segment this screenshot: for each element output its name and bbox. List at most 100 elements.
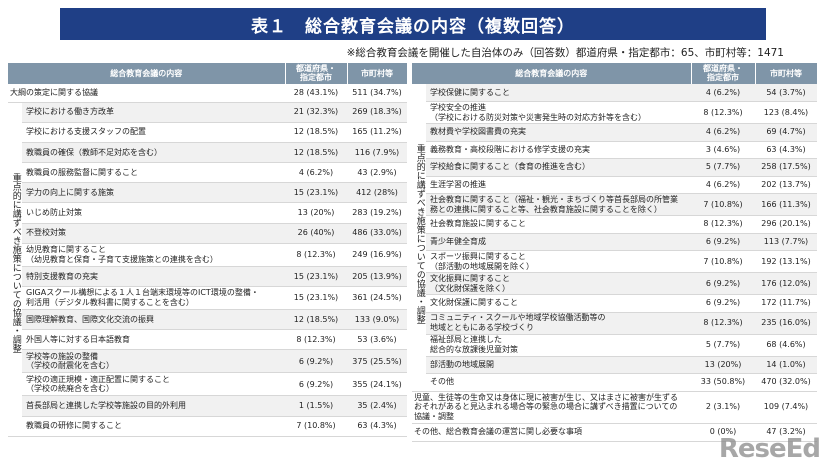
table-row: 義務教育・高校段階における修学支援の充実 3 (4.6%) 63 (4.3%)	[412, 141, 817, 159]
table-row: 重点的に講ずべき施策についての協議・調整 学校保健に関すること 4 (6.2%) 54…	[412, 84, 817, 392]
row-muni-value: 361 (24.5%)	[347, 286, 407, 310]
table-row: 学校の適正規模・適正配置に関すること （学校の統廃合を含む） 6 (9.2%) 35…	[8, 372, 407, 397]
row-muni-value: 109 (7.4%)	[755, 391, 817, 424]
row-item: 部活動の地域展開	[426, 356, 691, 374]
row-muni-value: 69 (4.7%)	[755, 123, 817, 142]
row-item: 学校の適正規模・適正配置に関すること （学校の統廃合を含む）	[22, 372, 285, 397]
row-pref-value: 6 (9.2%)	[691, 294, 755, 313]
row-pref-value: 8 (12.3%)	[691, 101, 755, 124]
row-pref-value: 2 (3.1%)	[691, 391, 755, 424]
row-muni-value: 269 (18.3%)	[347, 102, 407, 123]
row-item: その他、総合教育会議の運営に関し必要な事項	[412, 423, 691, 442]
row-muni-value: 172 (11.7%)	[755, 294, 817, 313]
row-pref-value: 7 (10.8%)	[285, 416, 347, 437]
row-muni-value: 123 (8.4%)	[755, 101, 817, 124]
row-pref-value: 21 (32.3%)	[285, 102, 347, 123]
row-pref-value: 6 (9.2%)	[285, 349, 347, 374]
table-row: 福祉部局と連携した 総合的な放課後児童対策 5 (7.7%) 68 (4.6%)	[412, 334, 817, 357]
row-pref-value: 15 (23.1%)	[285, 266, 347, 288]
row-pref-value: 8 (12.3%)	[691, 312, 755, 335]
row-item: いじめ防止対策	[22, 202, 285, 224]
row-muni-value: 355 (24.1%)	[347, 372, 407, 397]
row-pref-value: 8 (12.3%)	[285, 243, 347, 267]
row-pref-value: 12 (18.5%)	[285, 142, 347, 164]
row-pref-value: 6 (9.2%)	[691, 233, 755, 251]
row-item: 学校安全の推進 （学校における防災対策や災害発生時の対応方針等を含む）	[426, 101, 691, 124]
row-muni-value: 296 (20.1%)	[755, 215, 817, 234]
table-row: コミュニティ・スクールや地域学校協働活動等の 地域とともにある学校づくり 8 (1…	[412, 312, 817, 335]
row-muni-value: 63 (4.3%)	[347, 416, 407, 437]
row-muni-value: 412 (28%)	[347, 182, 407, 204]
row-muni-value: 68 (4.6%)	[755, 334, 817, 357]
row-item: 学校における支援スタッフの配置	[22, 122, 285, 143]
row-muni-value: 470 (32.0%)	[755, 373, 817, 392]
row-item: 学校における働き方改革	[22, 102, 285, 123]
row-item: 教職員の確保（教師不足対応を含む）	[22, 142, 285, 164]
row-item: 生涯学習の推進	[426, 176, 691, 194]
group-label-text: 重点的に講ずべき施策についての協議・調整	[10, 172, 21, 353]
table-row: いじめ防止対策 13 (20%) 283 (19.2%)	[8, 202, 407, 224]
header-content: 総合教育会議の内容	[412, 63, 692, 84]
table-header-row: 総合教育会議の内容 都道府県・ 指定都市 市町村等	[412, 63, 818, 84]
row-pref-value: 7 (10.8%)	[691, 250, 755, 273]
row-muni-value: 113 (7.7%)	[755, 233, 817, 251]
row-pref-value: 26 (40%)	[285, 223, 347, 244]
row-item: 大綱の策定に関する協議	[8, 84, 285, 103]
group-label: 重点的に講ずべき施策についての協議・調整	[412, 84, 426, 392]
row-pref-value: 12 (18.5%)	[285, 122, 347, 143]
row-item: 学力の向上に関する施策	[22, 182, 285, 204]
row-pref-value: 28 (43.1%)	[285, 84, 347, 103]
row-pref-value: 15 (23.1%)	[285, 286, 347, 310]
row-muni-value: 165 (11.2%)	[347, 122, 407, 143]
table-row: 重点的に講ずべき施策についての協議・調整 学校における働き方改革 21 (32.3%…	[8, 102, 407, 437]
table-row: 教材費や学校図書費の充実 4 (6.2%) 69 (4.7%)	[412, 123, 817, 142]
group-label: 重点的に講ずべき施策についての協議・調整	[8, 102, 22, 437]
row-pref-value: 4 (6.2%)	[691, 123, 755, 142]
table-row: 教職員の確保（教師不足対応を含む） 12 (18.5%) 116 (7.9%)	[8, 142, 407, 164]
row-muni-value: 192 (13.1%)	[755, 250, 817, 273]
table-row: 教職員の服務監督に関すること 4 (6.2%) 43 (2.9%)	[8, 162, 407, 184]
header-muni: 市町村等	[755, 63, 818, 84]
right-table: 総合教育会議の内容 都道府県・ 指定都市 市町村等 重点的に講ずべき施策について…	[412, 63, 818, 442]
row-item: 教職員の研修に関すること	[22, 416, 285, 437]
row-muni-value: 53 (3.6%)	[347, 329, 407, 351]
row-item: 教材費や学校図書費の充実	[426, 123, 691, 142]
row-pref-value: 13 (20%)	[285, 202, 347, 224]
header-pref: 都道府県・ 指定都市	[285, 63, 348, 84]
table-row: 部活動の地域展開 13 (20%) 14 (1.0%)	[412, 356, 817, 374]
table-row: 外国人等に対する日本語教育 8 (12.3%) 53 (3.6%)	[8, 329, 407, 351]
table-row: 教職員の研修に関すること 7 (10.8%) 63 (4.3%)	[8, 416, 407, 437]
row-item: 外国人等に対する日本語教育	[22, 329, 285, 351]
row-muni-value: 176 (12.0%)	[755, 272, 817, 295]
table-row: 学校安全の推進 （学校における防災対策や災害発生時の対応方針等を含む） 8 (12…	[412, 101, 817, 124]
table-row: 特別支援教育の充実 15 (23.1%) 205 (13.9%)	[8, 266, 407, 288]
table-row: 社会教育施設に関すること 8 (12.3%) 296 (20.1%)	[412, 215, 817, 234]
row-item: その他	[426, 373, 691, 392]
row-muni-value: 375 (25.5%)	[347, 349, 407, 374]
row-pref-value: 7 (10.8%)	[691, 193, 755, 216]
table-row: 不登校対策 26 (40%) 486 (33.0%)	[8, 223, 407, 244]
table-row: 文化振興に関すること （文化財保護を除く） 6 (9.2%) 176 (12.0%)	[412, 272, 817, 295]
row-item: コミュニティ・スクールや地域学校協働活動等の 地域とともにある学校づくり	[426, 312, 691, 335]
row-muni-value: 258 (17.5%)	[755, 158, 817, 177]
row-muni-value: 511 (34.7%)	[347, 84, 407, 103]
left-table: 総合教育会議の内容 都道府県・ 指定都市 市町村等 大綱の策定に関する協議 28 …	[8, 63, 408, 437]
row-item: 学校給食に関すること（食育の推進を含む）	[426, 158, 691, 177]
row-muni-value: 54 (3.7%)	[755, 84, 817, 102]
resemom-logo: ReseEd	[718, 434, 821, 464]
row-pref-value: 8 (12.3%)	[691, 215, 755, 234]
table-row: GIGAスクール構想による１人１台端末環境等のICT環境の整備・ 利活用（デジタ…	[8, 286, 407, 310]
row-item: 学校等の施設の整備 （学校の耐震化を含む）	[22, 349, 285, 374]
row-pref-value: 3 (4.6%)	[691, 141, 755, 159]
row-item: 社会教育に関すること（福祉・観光・まちづくり等首長部局の所管業 務との連携に関す…	[426, 193, 691, 216]
table-row: 学力の向上に関する施策 15 (23.1%) 412 (28%)	[8, 182, 407, 204]
table-header-row: 総合教育会議の内容 都道府県・ 指定都市 市町村等	[8, 63, 408, 84]
row-pref-value: 6 (9.2%)	[691, 272, 755, 295]
table-note: ※総合教育会議を開催した自治体のみ（回答数）都道府県・指定都市：65、市町村等：…	[346, 47, 784, 59]
row-pref-value: 4 (6.2%)	[285, 162, 347, 184]
row-muni-value: 202 (13.7%)	[755, 176, 817, 194]
row-muni-value: 133 (9.0%)	[347, 309, 407, 331]
row-item: 首長部局と連携した学校等施設の目的外利用	[22, 395, 285, 417]
table-row: 児童、生徒等の生命又は身体に現に被害が生じ、又はまさに被害が生ずる おそれがある…	[412, 391, 817, 424]
row-item: 文化振興に関すること （文化財保護を除く）	[426, 272, 691, 295]
